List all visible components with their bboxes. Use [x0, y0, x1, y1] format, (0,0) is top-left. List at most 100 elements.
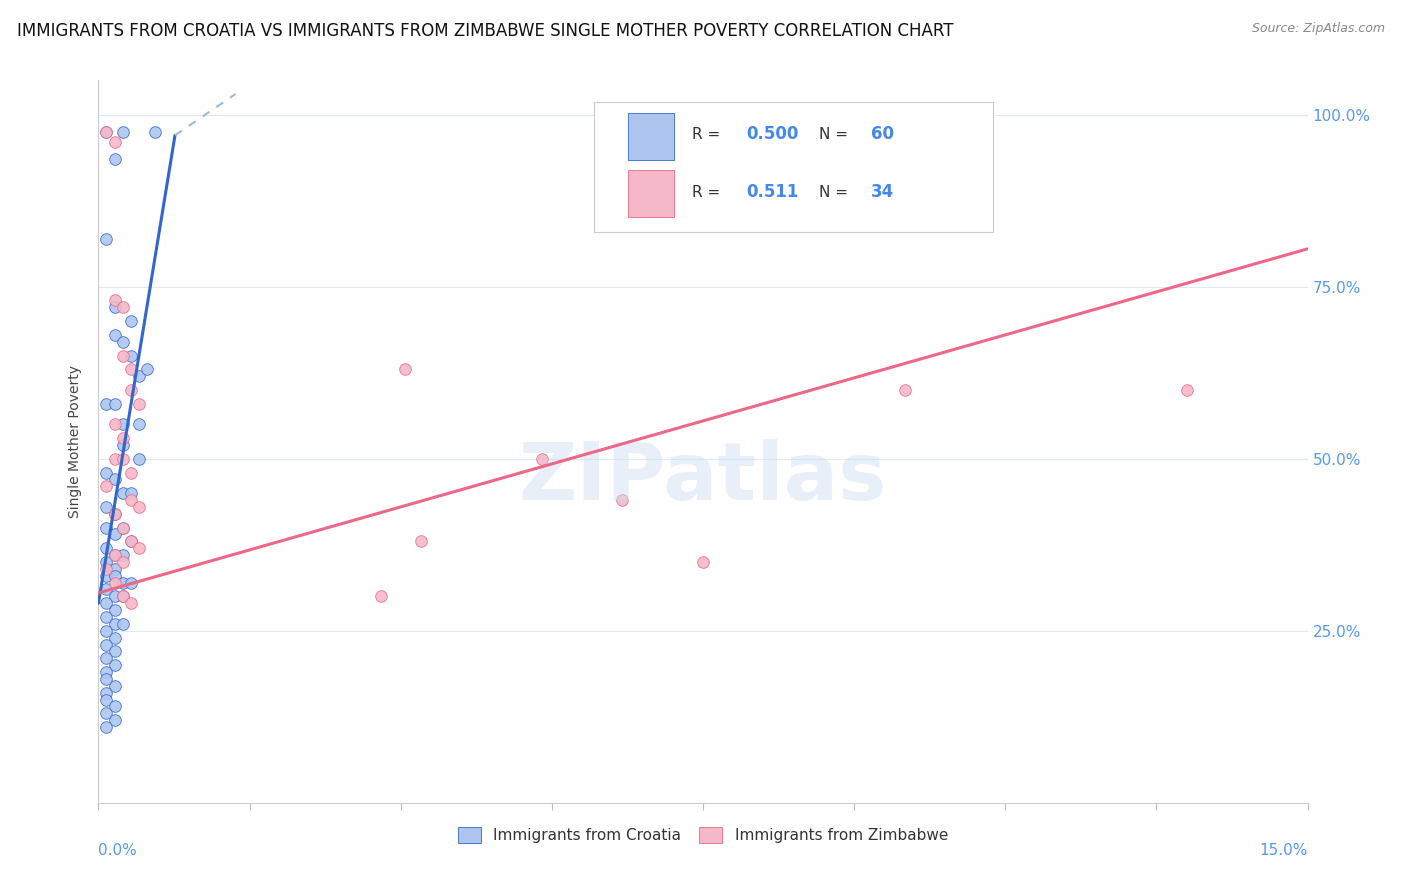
- Point: [103, 575, 125, 590]
- Point: [96, 686, 118, 700]
- Text: R =: R =: [692, 127, 725, 142]
- Text: Source: ZipAtlas.com: Source: ZipAtlas.com: [1251, 22, 1385, 36]
- Point: [96, 466, 118, 480]
- Point: [111, 616, 134, 631]
- Text: ZIPatlas: ZIPatlas: [519, 439, 887, 516]
- Point: [103, 507, 125, 521]
- Point: [96, 541, 118, 556]
- Point: [103, 616, 125, 631]
- Point: [103, 679, 125, 693]
- Point: [103, 451, 125, 466]
- Point: [103, 397, 125, 411]
- Point: [409, 534, 432, 549]
- Point: [96, 562, 118, 576]
- Point: [111, 486, 134, 500]
- Point: [96, 568, 118, 582]
- Point: [103, 417, 125, 432]
- Text: 0.511: 0.511: [747, 183, 799, 201]
- Point: [103, 631, 125, 645]
- Text: 34: 34: [872, 183, 894, 201]
- Point: [103, 548, 125, 562]
- Point: [111, 555, 134, 569]
- Legend: Immigrants from Croatia, Immigrants from Zimbabwe: Immigrants from Croatia, Immigrants from…: [451, 822, 955, 849]
- Point: [111, 349, 134, 363]
- Text: 0.0%: 0.0%: [98, 843, 138, 857]
- Point: [96, 720, 118, 734]
- Text: IMMIGRANTS FROM CROATIA VS IMMIGRANTS FROM ZIMBABWE SINGLE MOTHER POVERTY CORREL: IMMIGRANTS FROM CROATIA VS IMMIGRANTS FR…: [17, 22, 953, 40]
- Point: [103, 327, 125, 342]
- Text: N =: N =: [820, 185, 853, 200]
- Point: [96, 397, 118, 411]
- Point: [128, 451, 150, 466]
- Point: [103, 699, 125, 714]
- Point: [96, 479, 118, 493]
- FancyBboxPatch shape: [628, 112, 673, 160]
- Point: [103, 590, 125, 604]
- FancyBboxPatch shape: [595, 102, 993, 232]
- Point: [103, 293, 125, 308]
- Point: [111, 520, 134, 534]
- Point: [111, 575, 134, 590]
- Point: [103, 135, 125, 149]
- Point: [96, 520, 118, 534]
- Point: [96, 672, 118, 686]
- FancyBboxPatch shape: [628, 170, 673, 218]
- Point: [103, 713, 125, 727]
- Point: [111, 548, 134, 562]
- Point: [111, 590, 134, 604]
- Point: [111, 301, 134, 315]
- Point: [96, 706, 118, 721]
- Point: [96, 500, 118, 514]
- Text: N =: N =: [820, 127, 853, 142]
- Point: [120, 486, 142, 500]
- Point: [96, 692, 118, 706]
- Point: [143, 125, 166, 139]
- Text: R =: R =: [692, 185, 730, 200]
- Point: [120, 534, 142, 549]
- Point: [111, 520, 134, 534]
- Point: [103, 527, 125, 541]
- Point: [120, 383, 142, 397]
- Point: [128, 541, 150, 556]
- Point: [120, 314, 142, 328]
- Point: [893, 383, 915, 397]
- Point: [111, 417, 134, 432]
- Point: [96, 582, 118, 597]
- Point: [120, 596, 142, 610]
- Point: [111, 590, 134, 604]
- Point: [103, 507, 125, 521]
- Point: [128, 417, 150, 432]
- Point: [394, 362, 416, 376]
- Point: [135, 362, 157, 376]
- Point: [120, 575, 142, 590]
- Point: [96, 610, 118, 624]
- Point: [103, 562, 125, 576]
- Point: [1175, 383, 1198, 397]
- Point: [96, 624, 118, 638]
- Point: [96, 125, 118, 139]
- Point: [103, 568, 125, 582]
- Point: [120, 466, 142, 480]
- Point: [120, 349, 142, 363]
- Point: [128, 369, 150, 384]
- Point: [111, 438, 134, 452]
- Point: [692, 555, 714, 569]
- Point: [120, 362, 142, 376]
- Point: [120, 534, 142, 549]
- Point: [111, 125, 134, 139]
- Point: [120, 493, 142, 508]
- Point: [96, 231, 118, 245]
- Point: [612, 493, 634, 508]
- Point: [128, 397, 150, 411]
- Point: [103, 644, 125, 658]
- Point: [111, 431, 134, 445]
- Point: [96, 596, 118, 610]
- Point: [96, 555, 118, 569]
- Text: 0.500: 0.500: [747, 125, 799, 144]
- Point: [103, 658, 125, 673]
- Point: [103, 472, 125, 486]
- Point: [96, 665, 118, 679]
- Point: [111, 451, 134, 466]
- Point: [96, 651, 118, 665]
- Text: 60: 60: [872, 125, 894, 144]
